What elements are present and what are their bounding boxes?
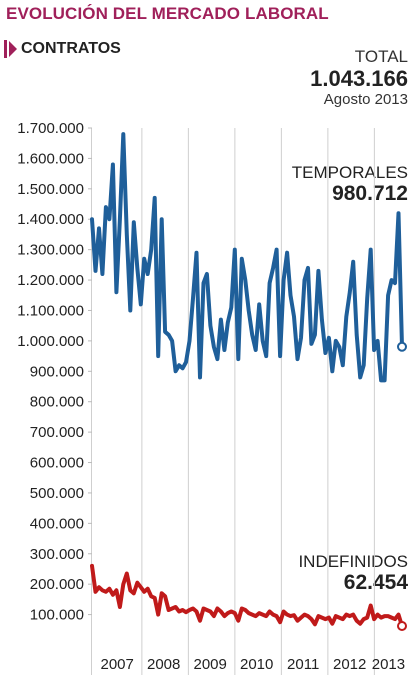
y-tick-label: 200.000: [30, 576, 84, 593]
chart-subtitle: CONTRATOS: [21, 40, 121, 57]
series-label-temporales: TEMPORALES 980.712: [292, 163, 408, 205]
y-tick-label: 100.000: [30, 607, 84, 624]
y-tick-label: 500.000: [30, 485, 84, 502]
chart-title: EVOLUCIÓN DEL MERCADO LABORAL: [6, 4, 329, 23]
end-point-temporales: [397, 341, 407, 352]
triangle-marker-icon: [4, 40, 17, 58]
x-tick-label: 2011: [287, 656, 319, 673]
x-tick-label: 2009: [194, 656, 227, 673]
total-box: TOTAL 1.043.166 Agosto 2013: [310, 47, 408, 109]
y-tick-label: 1.400.000: [17, 211, 84, 228]
y-tick-label: 1.100.000: [17, 302, 84, 319]
series-label-indefinidos: INDEFINIDOS 62.454: [298, 552, 408, 594]
y-tick-label: 1.000.000: [17, 333, 84, 350]
total-value: 1.043.166: [310, 66, 408, 91]
x-tick-label: 2010: [240, 656, 273, 673]
y-tick-label: 900.000: [30, 363, 84, 380]
y-tick-label: 1.300.000: [17, 242, 84, 259]
y-tick-label: 400.000: [30, 515, 84, 532]
series-name-indefinidos: INDEFINIDOS: [298, 552, 408, 571]
x-tick-label: 2013: [372, 656, 405, 673]
series-value-indefinidos: 62.454: [343, 571, 408, 594]
series-value-temporales: 980.712: [332, 182, 408, 205]
y-tick-label: 1.500.000: [17, 181, 84, 198]
subtitle-row: CONTRATOS: [4, 39, 121, 59]
y-tick-label: 700.000: [30, 424, 84, 441]
y-tick-label: 300.000: [30, 546, 84, 563]
series-name-temporales: TEMPORALES: [291, 163, 408, 182]
x-tick-label: 2007: [101, 656, 134, 673]
series-line-indefinidos: [90, 563, 404, 628]
total-period: Agosto 2013: [323, 91, 408, 108]
total-label: TOTAL: [354, 47, 408, 66]
x-tick-label: 2012: [333, 656, 366, 673]
y-tick-label: 1.700.000: [17, 120, 84, 137]
y-tick-label: 1.200.000: [17, 272, 84, 289]
y-tick-label: 600.000: [30, 455, 84, 472]
y-tick-label: 1.600.000: [17, 150, 84, 167]
x-tick-label: 2008: [147, 656, 180, 673]
y-tick-label: 800.000: [30, 394, 84, 411]
series-line-temporales: [90, 132, 404, 383]
end-point-indefinidos: [397, 621, 407, 632]
